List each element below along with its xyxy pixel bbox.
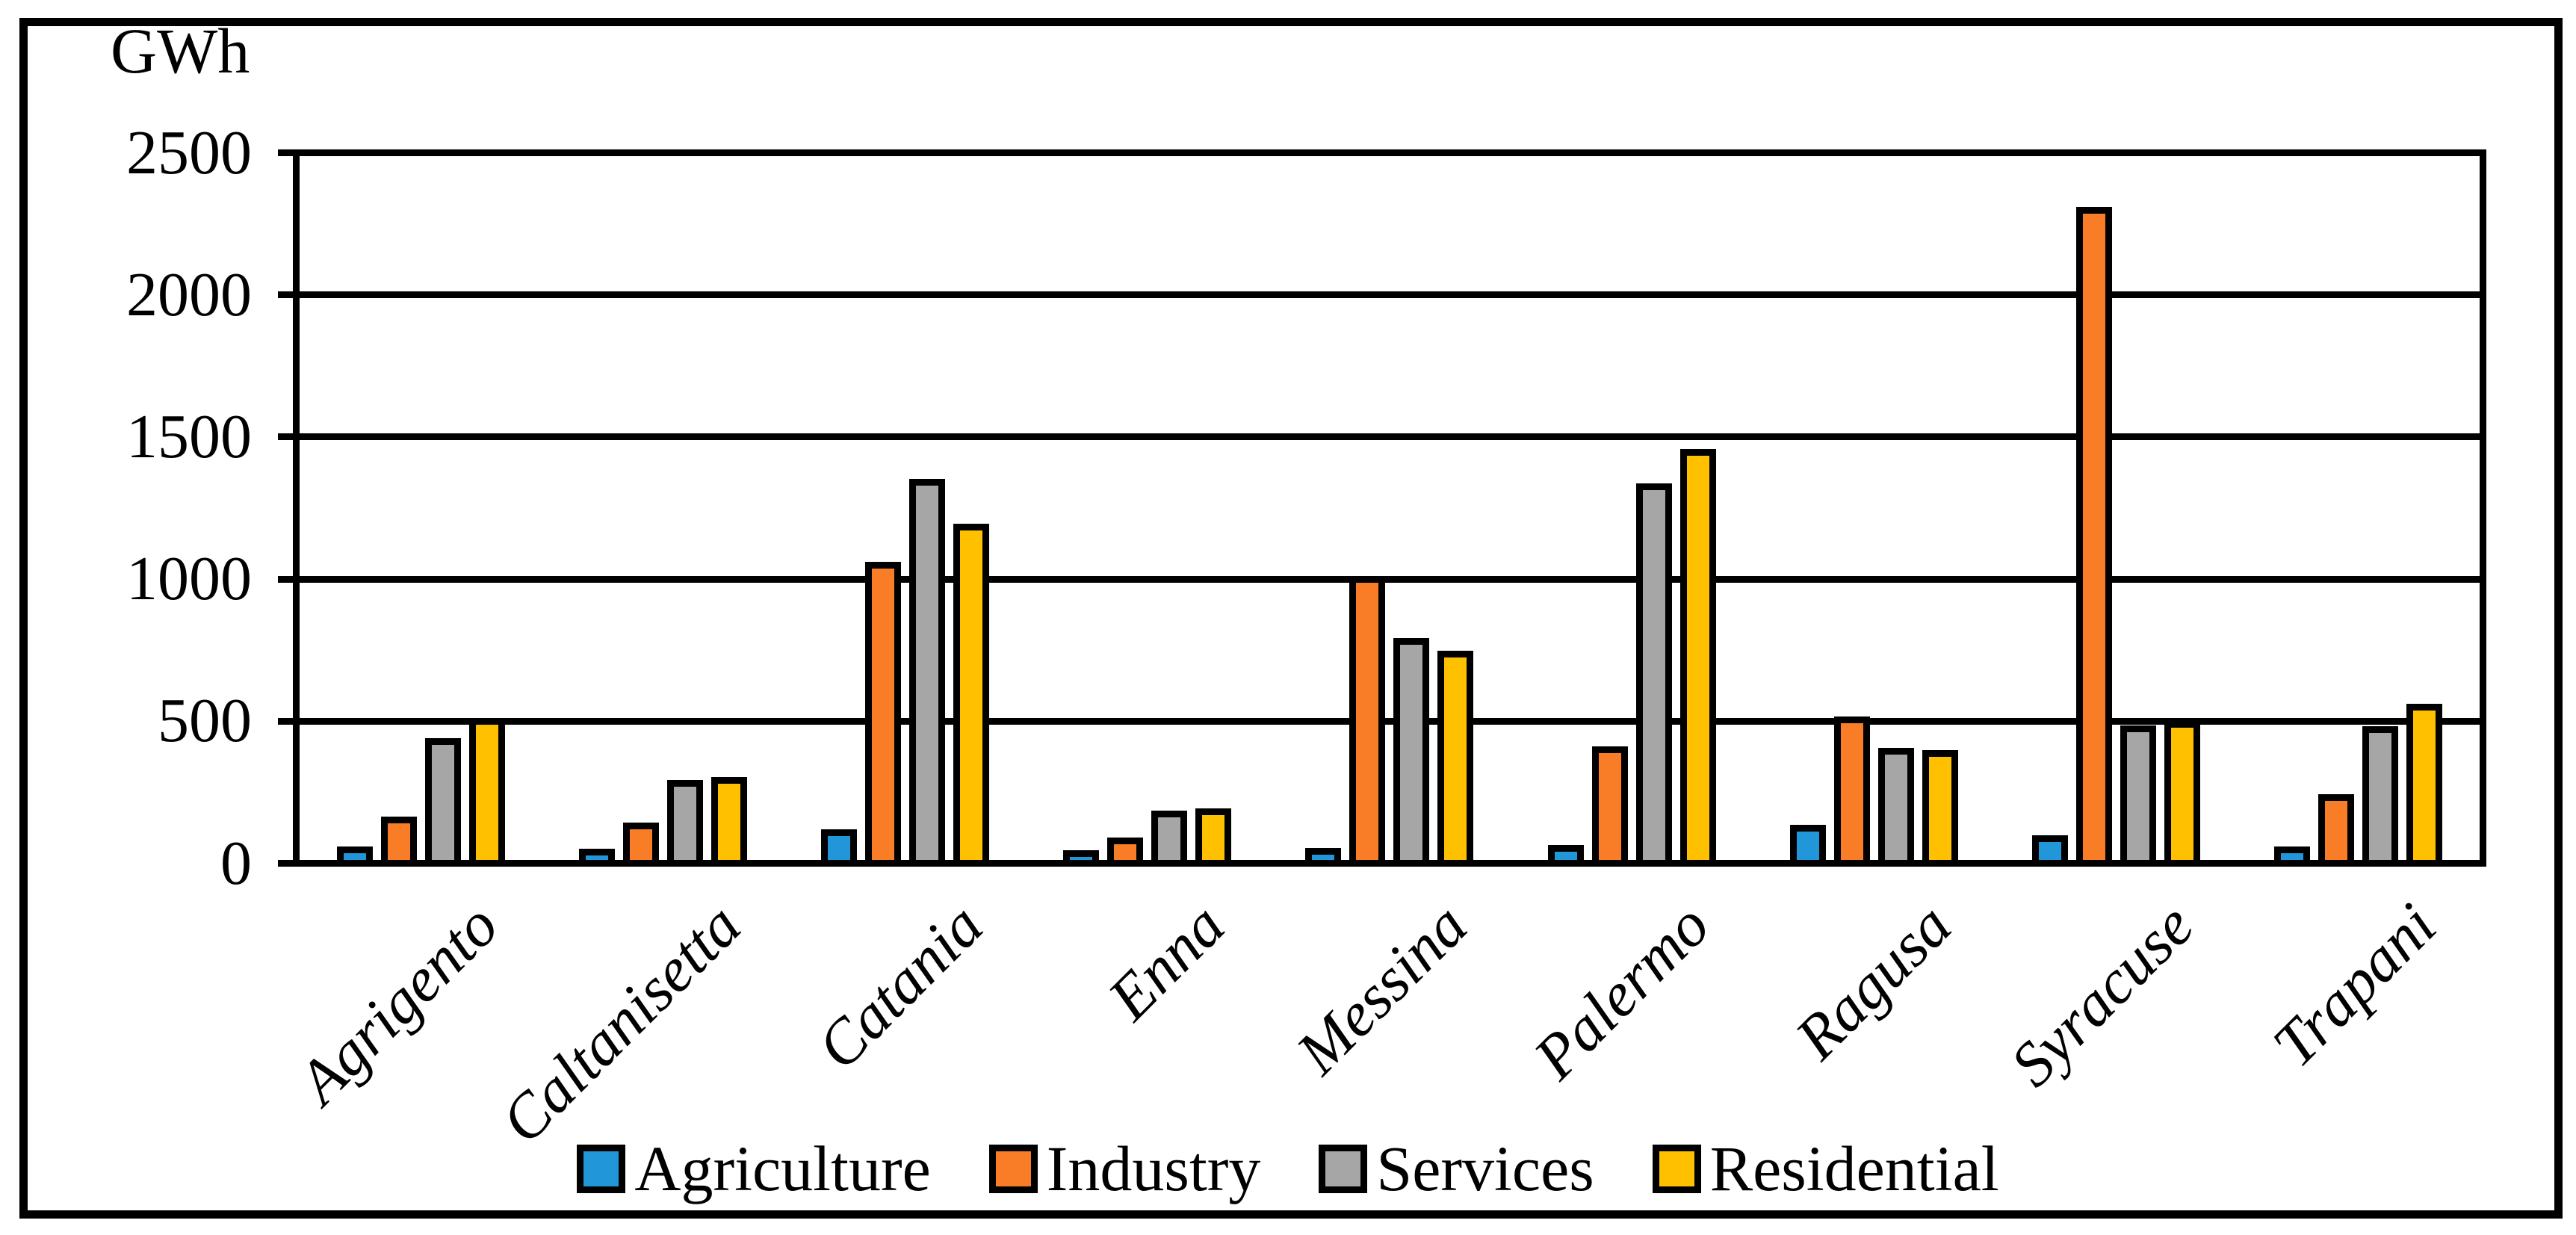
- legend-item-agriculture: Agriculture: [577, 1133, 931, 1204]
- x-axis-label-palermo: Palermo: [1520, 890, 1723, 1093]
- bar-services-syracuse: [2120, 725, 2157, 867]
- bar-residential-palermo: [1679, 449, 1716, 867]
- bar-group-trapani: [2238, 156, 2480, 867]
- y-axis-tick-mark: [278, 575, 293, 583]
- bar-agriculture-agrigento: [336, 846, 373, 867]
- bar-residential-enna: [1195, 808, 1232, 867]
- bar-group-syracuse: [1996, 156, 2238, 867]
- bar-industry-ragusa: [1833, 716, 1870, 867]
- bar-industry-catania: [865, 562, 902, 867]
- bar-residential-caltanisetta: [710, 777, 747, 867]
- legend: Agriculture Industry Services Residential: [0, 1133, 2576, 1204]
- y-axis-tick-mark: [278, 717, 293, 725]
- y-tick-label-500: 500: [158, 686, 252, 756]
- bar-services-ragusa: [1877, 748, 1914, 867]
- legend-label-agriculture: Agriculture: [634, 1133, 931, 1204]
- gridline-500: [300, 717, 2480, 725]
- bar-residential-ragusa: [1922, 750, 1958, 867]
- bar-industry-palermo: [1591, 746, 1628, 867]
- gridline-1000: [300, 575, 2480, 583]
- bar-agriculture-enna: [1063, 850, 1100, 867]
- y-axis-tick-mark: [278, 149, 293, 156]
- bar-services-enna: [1151, 811, 1188, 867]
- x-axis-label-messina: Messina: [1283, 890, 1481, 1088]
- legend-item-residential: Residential: [1652, 1133, 1999, 1204]
- gridline-1500: [300, 433, 2480, 441]
- x-axis-label-agrigento: Agrigento: [285, 890, 512, 1118]
- legend-item-industry: Industry: [988, 1133, 1261, 1204]
- legend-label-industry: Industry: [1046, 1133, 1261, 1204]
- legend-swatch-services: [1319, 1144, 1368, 1193]
- y-tick-label-0: 0: [220, 828, 252, 898]
- legend-label-residential: Residential: [1709, 1133, 1999, 1204]
- bar-industry-agrigento: [380, 817, 417, 867]
- x-axis-label-caltanisetta: Caltanisetta: [487, 890, 754, 1157]
- y-tick-label-2500: 2500: [126, 117, 252, 188]
- bar-industry-messina: [1349, 576, 1386, 867]
- bar-group-palermo: [1511, 156, 1753, 867]
- bar-services-agrigento: [424, 738, 461, 867]
- x-axis-label-enna: Enna: [1095, 890, 1239, 1034]
- x-axis-label-syracuse: Syracuse: [1998, 890, 2208, 1101]
- legend-swatch-agriculture: [577, 1144, 626, 1193]
- bar-agriculture-palermo: [1547, 845, 1584, 867]
- bar-industry-trapani: [2318, 794, 2355, 867]
- bar-services-caltanisetta: [666, 780, 703, 867]
- bar-residential-messina: [1437, 651, 1474, 867]
- x-axis-label-ragusa: Ragusa: [1783, 890, 1966, 1073]
- bar-services-messina: [1393, 638, 1430, 867]
- y-tick-label-2000: 2000: [126, 259, 252, 329]
- bar-residential-agrigento: [468, 718, 505, 867]
- y-tick-label-1000: 1000: [126, 544, 252, 614]
- legend-label-services: Services: [1376, 1133, 1594, 1204]
- bar-industry-enna: [1107, 838, 1144, 867]
- y-axis-tick-mark: [278, 860, 293, 867]
- bar-residential-syracuse: [2164, 721, 2201, 867]
- y-axis-tick-mark: [278, 433, 293, 441]
- bar-services-trapani: [2362, 726, 2399, 867]
- bar-agriculture-ragusa: [1789, 825, 1826, 867]
- bar-industry-caltanisetta: [622, 823, 659, 867]
- bar-residential-catania: [953, 524, 990, 867]
- plot-area: [278, 149, 2486, 867]
- y-axis-title: GWh: [111, 15, 250, 87]
- bar-group-enna: [1027, 156, 1269, 867]
- y-axis-tick-mark: [278, 291, 293, 299]
- legend-item-services: Services: [1319, 1133, 1594, 1204]
- bar-group-ragusa: [1753, 156, 1995, 867]
- bar-agriculture-caltanisetta: [578, 849, 615, 867]
- bar-group-messina: [1269, 156, 1511, 867]
- bar-residential-trapani: [2406, 704, 2443, 867]
- bar-group-agrigento: [300, 156, 542, 867]
- x-axis-label-catania: Catania: [804, 890, 997, 1083]
- y-tick-label-1500: 1500: [126, 401, 252, 471]
- x-axis-label-trapani: Trapani: [2259, 890, 2450, 1080]
- bar-agriculture-messina: [1305, 848, 1342, 867]
- bar-services-catania: [909, 479, 946, 867]
- bar-agriculture-catania: [821, 829, 858, 867]
- bar-group-caltanisetta: [542, 156, 784, 867]
- bar-services-palermo: [1635, 483, 1672, 867]
- bar-agriculture-syracuse: [2032, 835, 2069, 867]
- legend-swatch-residential: [1652, 1144, 1701, 1193]
- bar-industry-syracuse: [2076, 207, 2113, 867]
- bar-agriculture-trapani: [2274, 846, 2311, 867]
- bar-group-catania: [784, 156, 1026, 867]
- gridline-2000: [300, 291, 2480, 299]
- legend-swatch-industry: [988, 1144, 1038, 1193]
